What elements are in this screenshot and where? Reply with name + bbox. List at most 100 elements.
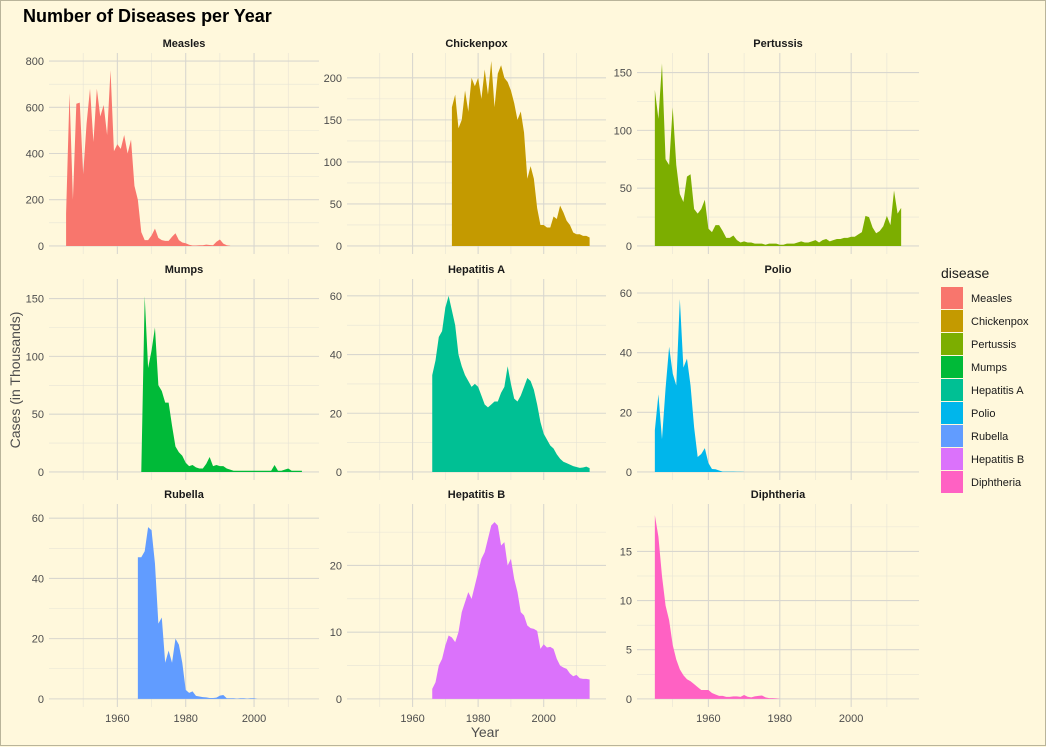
x-tick-label: 1960 (400, 713, 424, 725)
legend-label: Hepatitis A (971, 385, 1024, 397)
y-tick-label: 0 (626, 694, 632, 706)
area-pertussis (654, 63, 902, 246)
y-tick-label: 50 (620, 183, 632, 195)
legend-item-polio: Polio (941, 402, 995, 424)
y-tick-label: 10 (330, 627, 342, 639)
facet-title: Hepatitis A (448, 264, 505, 276)
facet-diphtheria: Diphtheria 0 5 10 15 1960 1980 2000 (620, 489, 919, 725)
facet-title: Chickenpox (445, 38, 508, 50)
legend-swatch (941, 471, 963, 493)
y-tick-label: 40 (620, 348, 632, 360)
y-tick-label: 200 (26, 195, 44, 207)
y-tick-label: 5 (626, 645, 632, 657)
y-tick-label: 20 (330, 408, 342, 420)
facet-mumps: Mumps 0 50 100 150 (26, 264, 319, 480)
facet-title: Mumps (165, 264, 204, 276)
y-tick-label: 0 (336, 694, 342, 706)
legend-swatch (941, 448, 963, 470)
x-tick-label: 1980 (466, 713, 490, 725)
y-tick-label: 100 (26, 351, 44, 363)
y-tick-label: 20 (330, 560, 342, 572)
facet-chickenpox: Chickenpox 0 50 100 150 200 (324, 38, 606, 254)
facet-hepatitis-b: Hepatitis B 0 10 20 1960 1980 2000 (330, 489, 606, 725)
y-tick-label: 100 (324, 157, 342, 169)
legend-label: Hepatitis B (971, 454, 1024, 466)
facet-rubella: Rubella 0 20 40 60 1960 1980 2000 (32, 489, 319, 725)
area-chickenpox (451, 61, 590, 246)
facet-title: Measles (163, 38, 206, 50)
y-tick-label: 0 (38, 241, 44, 253)
legend-label: Diphtheria (971, 477, 1022, 489)
y-tick-label: 0 (336, 467, 342, 479)
x-tick-label: 2000 (242, 713, 266, 725)
facet-polio: Polio 0 20 40 60 (620, 264, 919, 480)
area-hepatitis-b (432, 522, 590, 699)
legend-item-measles: Measles (941, 287, 1012, 309)
facet-title: Rubella (164, 489, 205, 501)
y-tick-label: 60 (620, 288, 632, 300)
legend-item-chickenpox: Chickenpox (941, 310, 1029, 332)
y-tick-label: 150 (26, 294, 44, 306)
x-tick-label: 1980 (768, 713, 792, 725)
legend-item-pertussis: Pertussis (941, 333, 1017, 355)
y-tick-label: 0 (38, 694, 44, 706)
area-polio (654, 298, 745, 472)
legend-item-mumps: Mumps (941, 356, 1008, 378)
legend-label: Measles (971, 293, 1012, 305)
y-axis-title: Cases (in Thousands) (7, 312, 23, 449)
facet-measles: Measles 0 200 400 600 800 (26, 38, 319, 254)
legend-swatch (941, 379, 963, 401)
y-tick-label: 50 (330, 199, 342, 211)
x-tick-label: 2000 (839, 713, 863, 725)
facet-title: Diphtheria (751, 489, 806, 501)
y-tick-label: 20 (32, 634, 44, 646)
legend-label: Rubella (971, 431, 1009, 443)
y-tick-label: 0 (626, 241, 632, 253)
y-tick-label: 100 (614, 125, 632, 137)
y-tick-label: 40 (330, 350, 342, 362)
legend-swatch (941, 333, 963, 355)
legend-label: Polio (971, 408, 995, 420)
y-tick-label: 60 (32, 513, 44, 525)
y-tick-label: 60 (330, 291, 342, 303)
y-tick-label: 0 (38, 467, 44, 479)
y-tick-label: 20 (620, 407, 632, 419)
legend-item-hepatitis-b: Hepatitis B (941, 448, 1024, 470)
x-tick-label: 1960 (105, 713, 129, 725)
y-tick-label: 150 (324, 115, 342, 127)
area-measles (66, 70, 231, 246)
area-diphtheria (654, 515, 780, 699)
legend-label: Mumps (971, 362, 1008, 374)
legend-swatch (941, 425, 963, 447)
x-tick-label: 1960 (696, 713, 720, 725)
legend-swatch (941, 310, 963, 332)
x-tick-label: 1980 (173, 713, 197, 725)
legend-swatch (941, 356, 963, 378)
area-rubella (137, 527, 268, 699)
y-tick-label: 50 (32, 409, 44, 421)
legend-label: Chickenpox (971, 316, 1029, 328)
y-tick-label: 10 (620, 596, 632, 608)
y-tick-label: 15 (620, 546, 632, 558)
y-tick-label: 200 (324, 73, 342, 85)
legend: disease Measles Chickenpox Pertussis Mumps He… (941, 265, 1029, 493)
y-tick-label: 0 (336, 241, 342, 253)
facet-title: Pertussis (753, 38, 803, 50)
y-tick-label: 400 (26, 149, 44, 161)
area-mumps (141, 296, 302, 472)
legend-swatch (941, 287, 963, 309)
area-hepatitis-a (432, 295, 590, 472)
legend-title: disease (941, 265, 989, 281)
y-tick-label: 40 (32, 573, 44, 585)
facet-hepatitis-a: Hepatitis A 0 20 40 60 (330, 264, 606, 480)
chart-title: Number of Diseases per Year (23, 6, 272, 26)
y-tick-label: 800 (26, 56, 44, 68)
legend-item-rubella: Rubella (941, 425, 1009, 447)
legend-label: Pertussis (971, 339, 1017, 351)
x-axis-title: Year (471, 724, 500, 740)
y-tick-label: 600 (26, 102, 44, 114)
legend-item-diphtheria: Diphtheria (941, 471, 1022, 493)
facet-pertussis: Pertussis 0 50 100 150 (614, 38, 919, 254)
facet-title: Polio (765, 264, 792, 276)
